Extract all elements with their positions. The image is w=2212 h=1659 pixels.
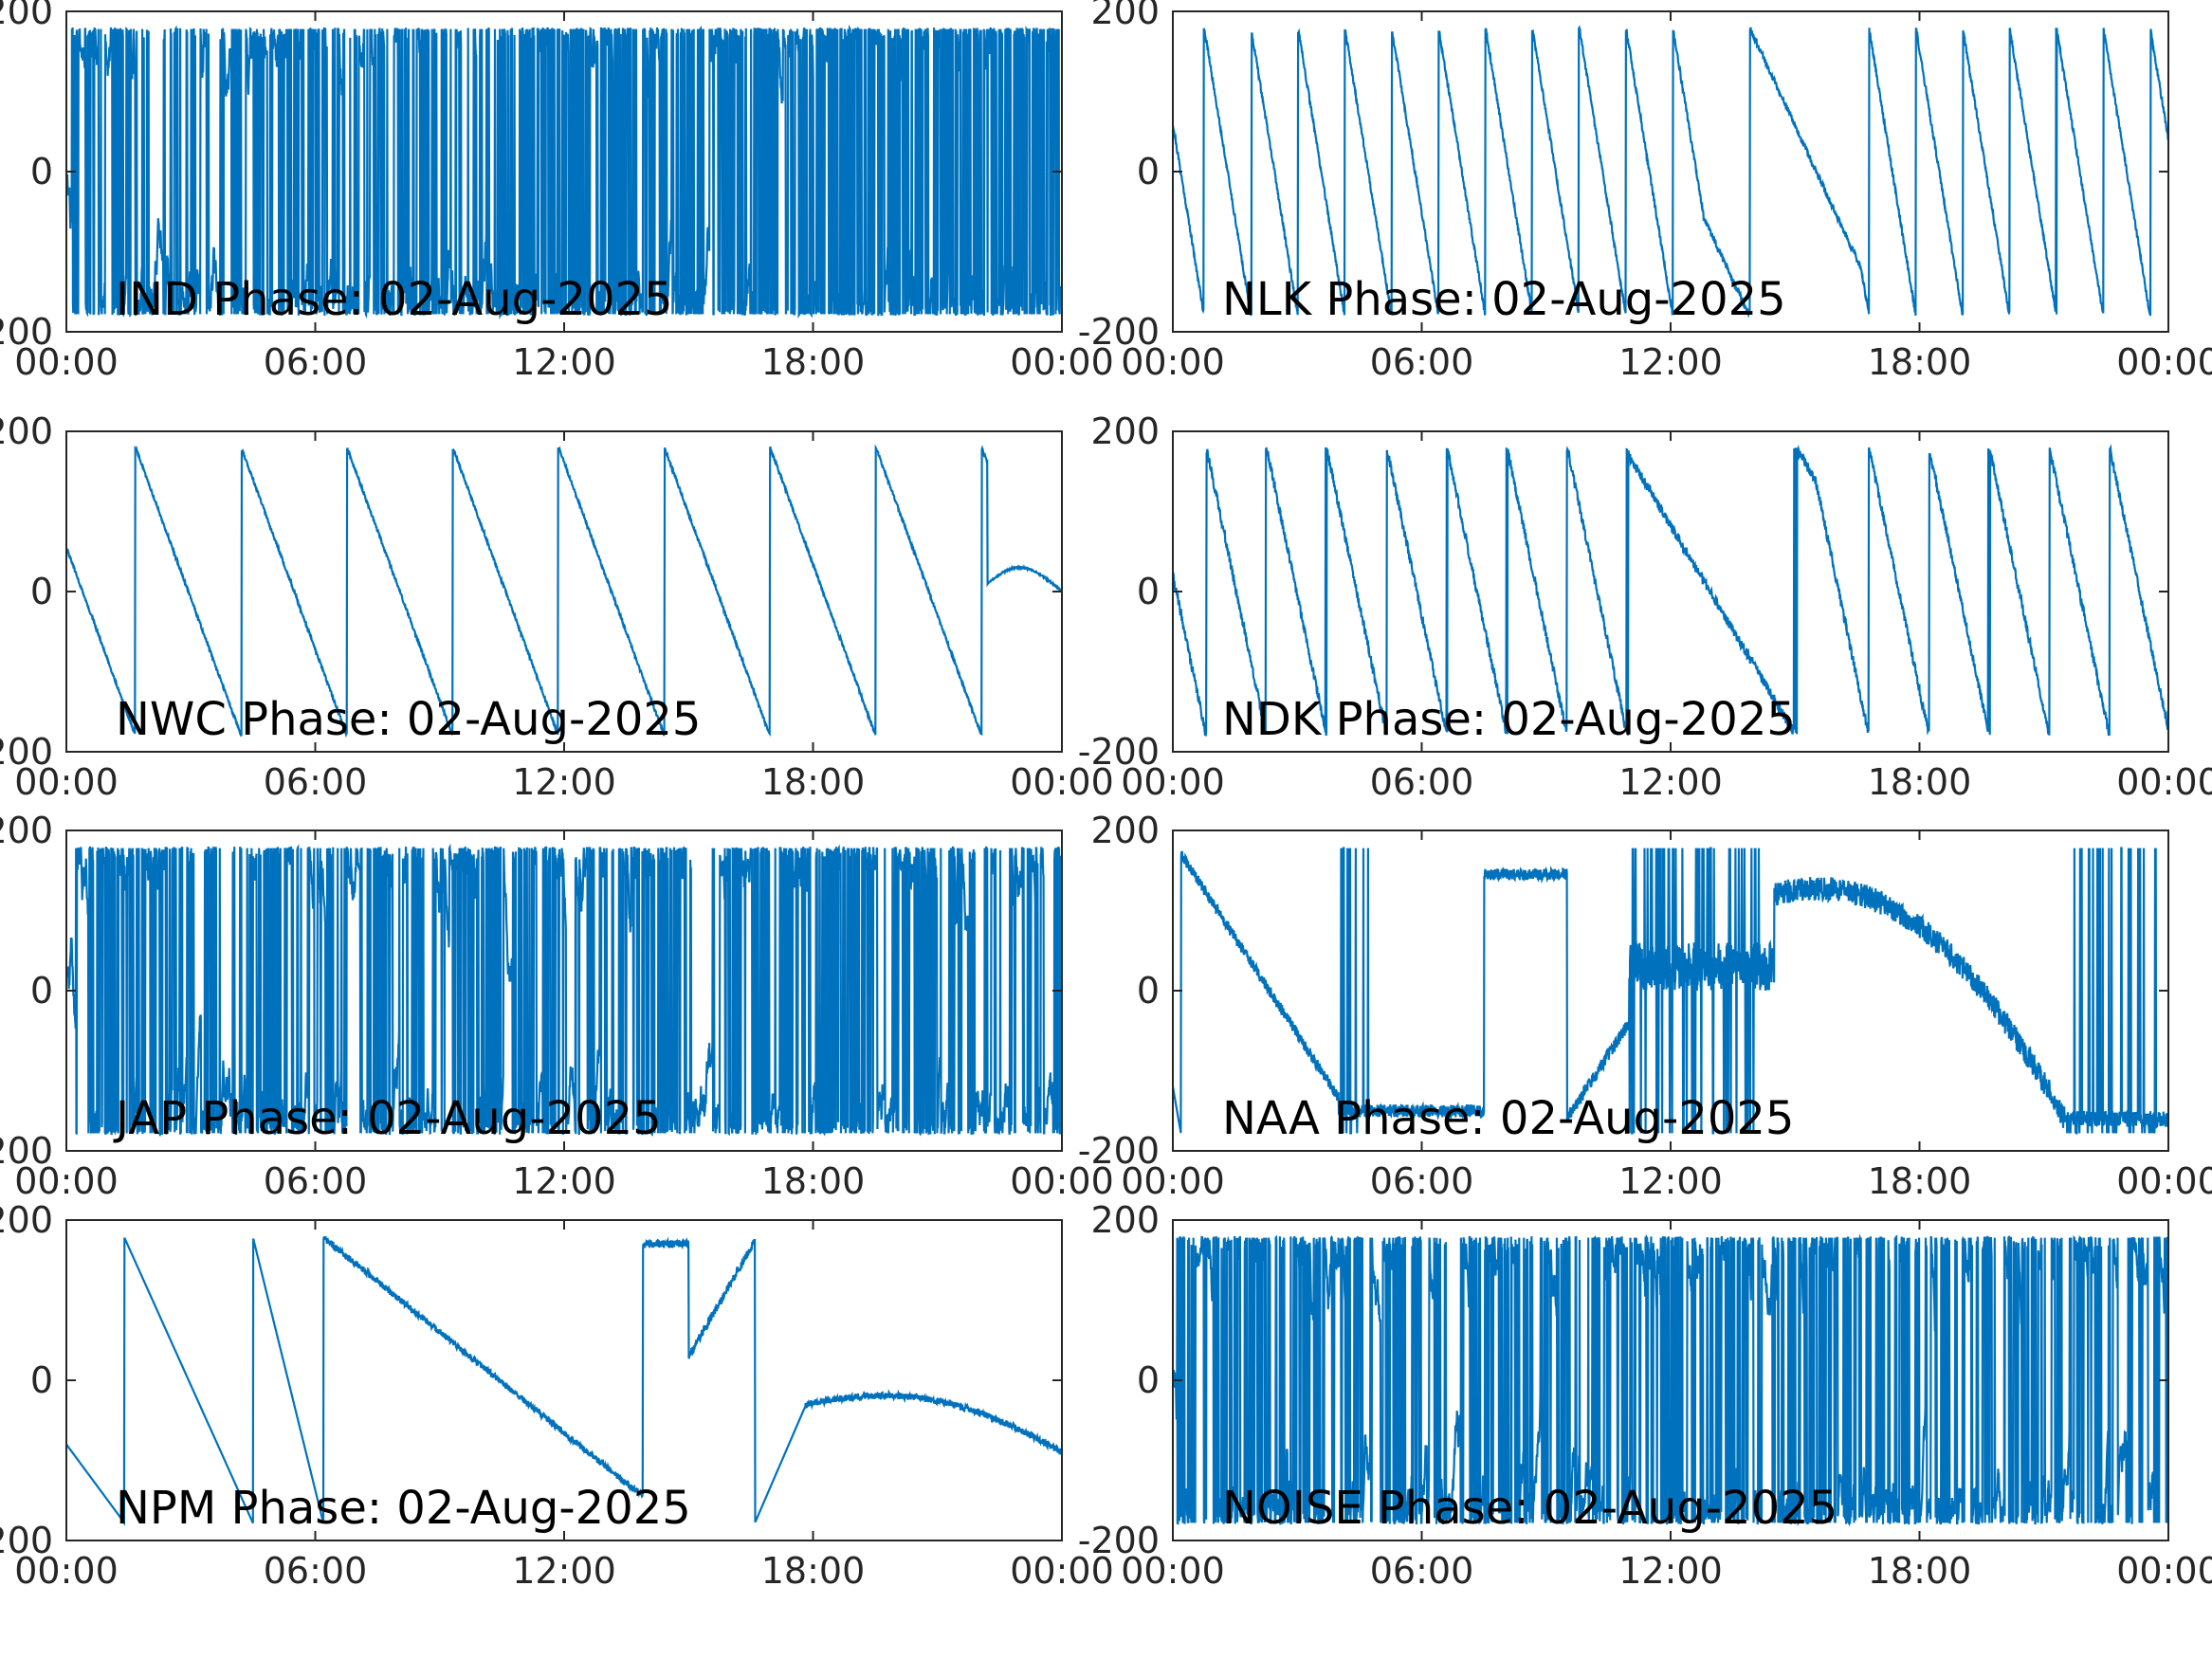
y-tick-label: 200 xyxy=(0,810,53,851)
x-tick-label: 12:00 xyxy=(1618,761,1723,803)
x-tick-label: 18:00 xyxy=(761,1160,866,1202)
x-tick-label: 18:00 xyxy=(1868,341,1972,383)
panel-title-ndk: NDK Phase: 02-Aug-2025 xyxy=(1222,693,1796,746)
x-tick-label: 06:00 xyxy=(264,761,368,803)
series-line-noise-0 xyxy=(1173,1233,2168,1527)
x-tick-label: 00:00 xyxy=(1010,1550,1114,1592)
series-line-npm-0 xyxy=(66,1235,1062,1526)
panel-title-noise: NOISE Phase: 02-Aug-2025 xyxy=(1222,1482,1837,1535)
y-tick-label: -200 xyxy=(1078,311,1160,353)
x-tick-label: 00:00 xyxy=(14,761,119,803)
x-tick-label: 06:00 xyxy=(264,341,368,383)
x-tick-label: 18:00 xyxy=(761,761,866,803)
x-tick-label: 00:00 xyxy=(1010,1160,1114,1202)
series-line-nlk-0 xyxy=(1173,25,2168,319)
x-tick-label: 00:00 xyxy=(1121,1160,1225,1202)
x-tick-label: 00:00 xyxy=(1010,341,1114,383)
x-tick-label: 00:00 xyxy=(1121,341,1225,383)
x-tick-label: 00:00 xyxy=(2116,1160,2212,1202)
series-line-ind-0 xyxy=(66,24,1062,319)
y-tick-label: -200 xyxy=(0,731,53,773)
x-tick-label: 00:00 xyxy=(14,1550,119,1592)
y-tick-label: -200 xyxy=(1078,1130,1160,1172)
x-tick-label: 06:00 xyxy=(1370,761,1474,803)
panel-title-npm: NPM Phase: 02-Aug-2025 xyxy=(116,1482,691,1535)
panel-title-naa: NAA Phase: 02-Aug-2025 xyxy=(1222,1092,1794,1145)
y-tick-label: 200 xyxy=(1090,1199,1160,1241)
y-tick-label: 200 xyxy=(0,1199,53,1241)
x-tick-label: 06:00 xyxy=(1370,1160,1474,1202)
x-tick-label: 00:00 xyxy=(2116,761,2212,803)
y-tick-label: 0 xyxy=(1137,571,1160,612)
x-tick-label: 12:00 xyxy=(1618,1160,1723,1202)
x-tick-label: 18:00 xyxy=(1868,761,1972,803)
x-tick-label: 12:00 xyxy=(512,1550,616,1592)
y-tick-label: 200 xyxy=(1090,410,1160,452)
x-tick-label: 00:00 xyxy=(2116,1550,2212,1592)
x-tick-label: 18:00 xyxy=(761,1550,866,1592)
x-tick-label: 06:00 xyxy=(1370,341,1474,383)
series-line-naa-0 xyxy=(1173,847,2168,1135)
panel-title-nlk: NLK Phase: 02-Aug-2025 xyxy=(1222,273,1786,326)
y-tick-label: 0 xyxy=(1137,1359,1160,1401)
x-tick-label: 12:00 xyxy=(512,761,616,803)
y-tick-label: 0 xyxy=(30,151,53,192)
x-tick-label: 00:00 xyxy=(1121,761,1225,803)
y-tick-label: 0 xyxy=(30,571,53,612)
y-tick-label: 0 xyxy=(30,970,53,1012)
y-tick-label: 200 xyxy=(0,0,53,32)
x-tick-label: 18:00 xyxy=(761,341,866,383)
panel-title-nwc: NWC Phase: 02-Aug-2025 xyxy=(116,693,701,746)
series-line-nwc-0 xyxy=(66,444,1062,738)
y-tick-label: 0 xyxy=(1137,151,1160,192)
series-line-ndk-0 xyxy=(1173,444,2168,738)
x-tick-label: 00:00 xyxy=(1010,761,1114,803)
y-tick-label: -200 xyxy=(1078,1520,1160,1561)
y-tick-label: -200 xyxy=(1078,731,1160,773)
y-tick-label: -200 xyxy=(0,311,53,353)
y-tick-label: 0 xyxy=(30,1359,53,1401)
x-tick-label: 06:00 xyxy=(264,1160,368,1202)
series-line-jap-0 xyxy=(66,843,1062,1138)
x-tick-label: 06:00 xyxy=(264,1550,368,1592)
x-tick-label: 18:00 xyxy=(1868,1160,1972,1202)
y-tick-label: 200 xyxy=(0,410,53,452)
y-tick-label: 200 xyxy=(1090,0,1160,32)
y-tick-label: -200 xyxy=(0,1130,53,1172)
x-tick-label: 12:00 xyxy=(1618,341,1723,383)
x-tick-label: 00:00 xyxy=(14,1160,119,1202)
x-tick-label: 00:00 xyxy=(1121,1550,1225,1592)
y-tick-label: -200 xyxy=(0,1520,53,1561)
panel-title-ind: IND Phase: 02-Aug-2025 xyxy=(116,273,673,326)
y-tick-label: 0 xyxy=(1137,970,1160,1012)
x-tick-label: 12:00 xyxy=(512,1160,616,1202)
x-tick-label: 06:00 xyxy=(1370,1550,1474,1592)
x-tick-label: 12:00 xyxy=(512,341,616,383)
x-tick-label: 00:00 xyxy=(14,341,119,383)
x-tick-label: 12:00 xyxy=(1618,1550,1723,1592)
panel-title-jap: JAP Phase: 02-Aug-2025 xyxy=(113,1092,662,1145)
x-tick-label: 18:00 xyxy=(1868,1550,1972,1592)
y-tick-label: 200 xyxy=(1090,810,1160,851)
x-tick-label: 00:00 xyxy=(2116,341,2212,383)
